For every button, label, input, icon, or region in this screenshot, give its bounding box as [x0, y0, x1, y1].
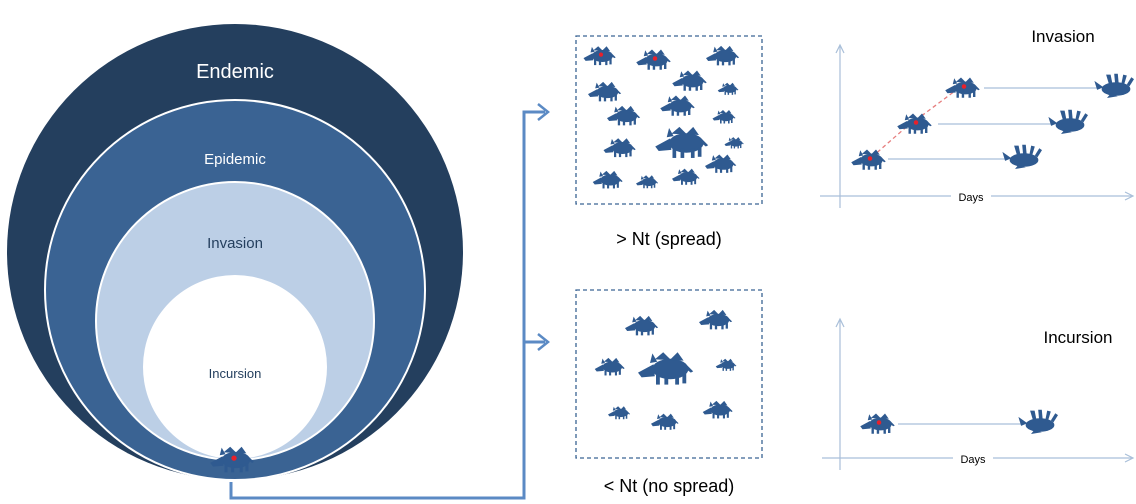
- x-axis-arrow-icon: [1124, 453, 1135, 463]
- boar-icon: [945, 77, 980, 98]
- incursion-circle: [143, 275, 327, 459]
- boar-icon: [588, 81, 622, 102]
- dead-boar-icon: [1048, 109, 1088, 134]
- boar-icon: [699, 309, 733, 330]
- boar-icon: [608, 406, 631, 420]
- no-spread-population-box: [575, 289, 763, 459]
- infected-dot-icon: [231, 455, 237, 461]
- boar-icon: [660, 95, 695, 116]
- boar-icon: [636, 175, 659, 189]
- spread-population-box: [575, 35, 763, 205]
- source-boar-icon: [210, 446, 254, 473]
- boar-icon: [860, 413, 895, 434]
- boar-icon: [851, 149, 886, 170]
- no-spread-threshold-label: < Nt (no spread): [604, 476, 735, 496]
- dead-boar-icon: [1002, 144, 1042, 169]
- boar-icon: [702, 400, 733, 419]
- infected-dot-icon: [961, 84, 967, 89]
- dead-boar-icon: [1094, 73, 1134, 98]
- boar-icon: [625, 315, 659, 336]
- invasion-graph-title: Invasion: [1031, 27, 1094, 46]
- boar-icon: [638, 352, 694, 385]
- connector-lines: [229, 103, 551, 500]
- epidemic-label: Epidemic: [204, 151, 266, 168]
- spread-population-boars: [583, 45, 744, 189]
- infected-dot-icon: [867, 156, 873, 161]
- incursion-label: Incursion: [209, 366, 262, 381]
- no-spread-population-boars: [594, 309, 737, 430]
- boar-icon: [724, 137, 744, 149]
- incursion-graph: Days Incursion: [822, 317, 1135, 470]
- infected-dot-icon: [913, 120, 919, 125]
- transmission-link: [915, 84, 964, 121]
- boar-icon: [712, 110, 736, 124]
- boar-icon: [706, 45, 740, 66]
- boar-icon: [897, 113, 932, 134]
- invasion-graph: Days Invasion: [820, 27, 1135, 208]
- boar-icon: [672, 70, 707, 91]
- infected-dot-icon: [598, 52, 604, 57]
- arrow-head-lower-icon: [537, 333, 551, 351]
- invasion-label: Invasion: [207, 235, 263, 252]
- boar-icon: [592, 170, 623, 189]
- endemic-label: Endemic: [196, 61, 274, 83]
- incursion-graph-title: Incursion: [1044, 328, 1113, 347]
- spread-threshold-label: > Nt (spread): [616, 229, 722, 249]
- boar-icon: [651, 413, 679, 430]
- x-axis-arrow-icon: [1124, 191, 1135, 201]
- arrow-head-upper-icon: [537, 103, 551, 121]
- connector-main: [229, 110, 545, 500]
- boar-icon: [672, 168, 700, 185]
- y-axis-arrow-icon: [835, 317, 845, 328]
- infected-dot-icon: [652, 56, 658, 61]
- dead-boar-icon: [1018, 409, 1058, 434]
- incursion-x-axis-label: Days: [960, 454, 986, 466]
- invasion-x-axis-label: Days: [958, 192, 984, 204]
- nested-circles: Endemic Epidemic Invasion Incursion: [7, 24, 463, 481]
- boar-icon: [594, 357, 625, 376]
- boar-icon: [655, 126, 709, 158]
- boar-icon: [705, 154, 737, 173]
- boar-icon: [717, 82, 739, 95]
- y-axis-arrow-icon: [835, 43, 845, 54]
- boar-icon: [603, 138, 636, 158]
- boar-icon: [636, 49, 671, 70]
- boar-icon: [607, 105, 641, 126]
- boar-icon: [715, 358, 737, 371]
- infected-dot-icon: [876, 420, 882, 425]
- boar-icon: [583, 46, 616, 66]
